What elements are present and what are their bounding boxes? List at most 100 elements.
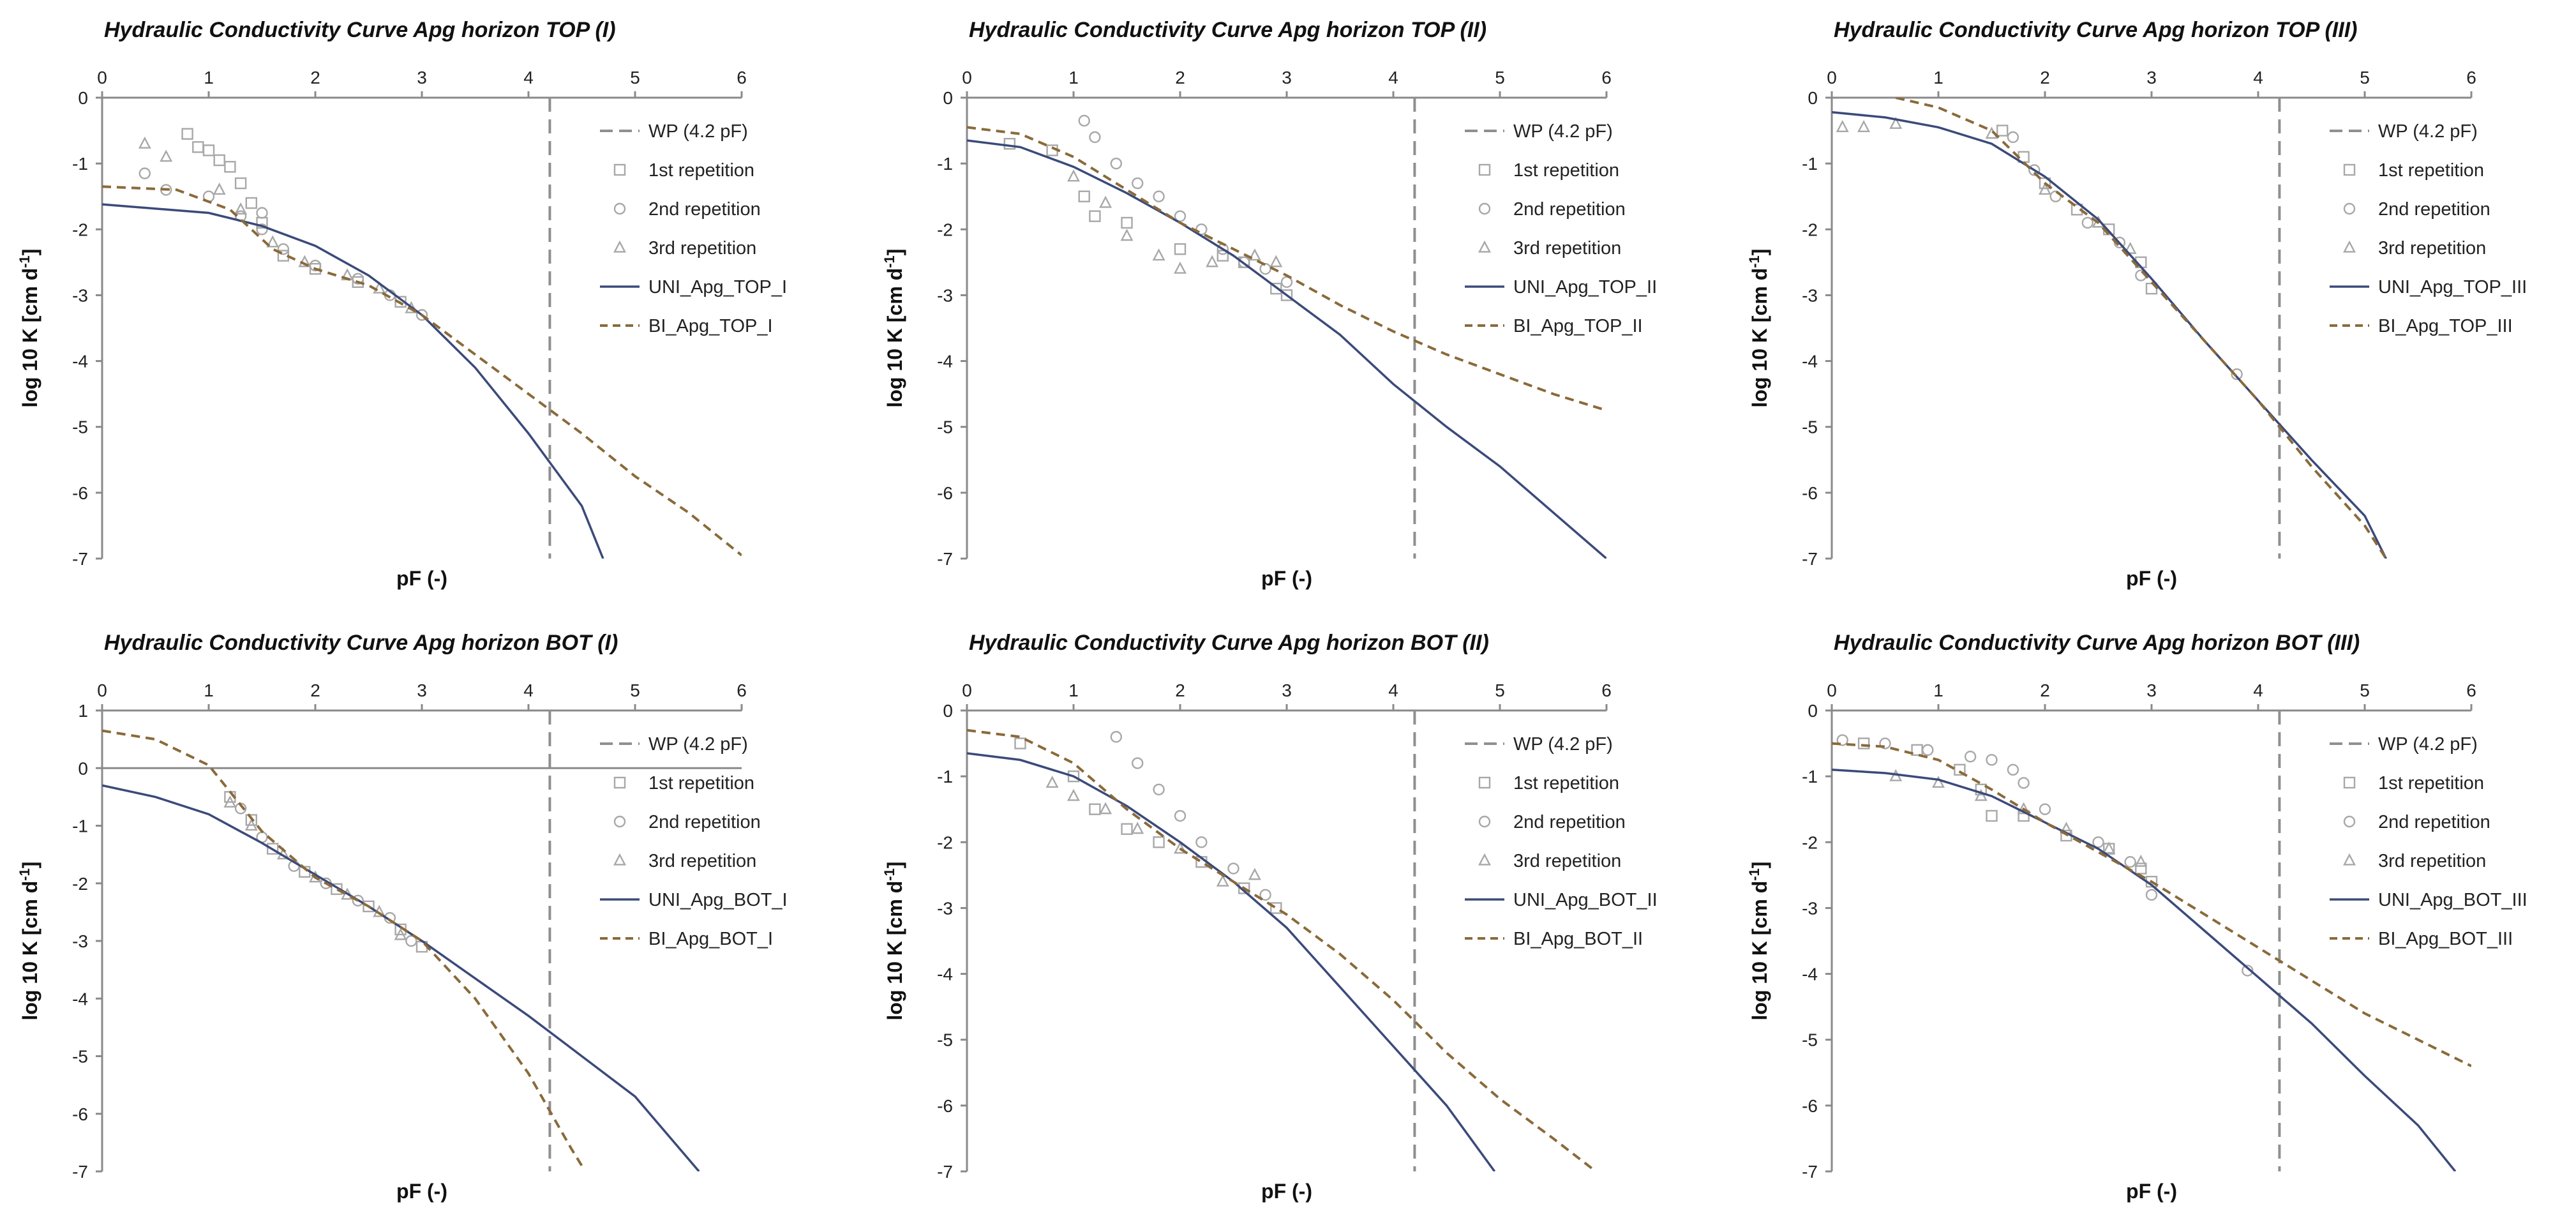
data-point [1836,120,1849,133]
uni-curve [967,139,1606,559]
data-point [245,197,257,209]
data-point [213,183,226,195]
data-point [1174,261,1187,274]
y-tick-label: -1 [937,154,953,174]
data-point [1206,255,1219,267]
y-tick-label: 0 [78,88,88,108]
data-point [352,276,364,288]
legend-label: BI_Apg_BOT_I [648,929,773,949]
chart-panel-bot-3: Hydraulic Conductivity Curve Apg horizon… [1746,631,2527,1203]
y-tick-label: -3 [1802,898,1818,918]
y-tick-label: -5 [937,1030,953,1050]
legend-label: WP (4.2 pF) [1513,121,1613,142]
data-point [1195,223,1208,236]
data-point [352,894,364,907]
data-point [1911,744,1923,756]
x-tick-label: 6 [1601,680,1612,700]
data-point [1121,216,1133,229]
data-point [138,136,151,149]
y-tick-label: -2 [937,832,953,852]
legend-label: 2nd repetition [2378,812,2490,832]
legend-label: UNI_Apg_TOP_I [648,277,787,297]
data-point [1269,255,1283,267]
y-tick-label: -6 [1802,1096,1818,1116]
data-point [2124,856,2136,868]
x-tick-label: 3 [1282,680,1292,700]
x-tick-label: 1 [1068,68,1079,87]
y-tick-label: -5 [72,1047,88,1067]
x-tick-label: 5 [630,680,640,700]
y-tick-label: -5 [72,417,88,437]
x-tick-label: 2 [2040,68,2050,87]
data-point [1089,803,1101,815]
y-tick-label: -2 [72,874,88,894]
data-point [244,818,258,831]
legend: WP (4.2 pF) 1st repetition 2nd repetition 3… [2330,734,2527,949]
data-point [202,144,215,156]
data-point [256,207,268,219]
data-point [1922,744,1934,756]
x-tick-label: 5 [2360,68,2370,87]
bi-curve [1832,742,2471,1067]
data-point [1238,256,1250,269]
data-point [1280,289,1293,301]
data-point [405,935,417,947]
legend-label: 1st repetition [2378,773,2484,793]
y-tick-label: 1 [78,701,88,721]
legend-swatch [1478,240,1491,253]
data-point [2039,177,2051,190]
legend-label: 2nd repetition [648,199,761,220]
x-axis-title: pF (-) [2126,1180,2177,1203]
legend-label: 2nd repetition [1513,199,1626,220]
uni-curve [102,784,700,1171]
legend-label: 3rd repetition [2378,238,2486,259]
y-tick-label: -6 [72,1104,88,1124]
data-point [1045,776,1059,788]
chart-title: Hydraulic Conductivity Curve Apg horizon… [104,631,618,655]
x-tick-label: 0 [1827,680,1837,700]
legend-swatch [2343,163,2356,176]
x-tick-label: 2 [2040,680,2050,700]
data-point [1975,783,1987,795]
legend: WP (4.2 pF) 1st repetition 2nd repetition 3… [600,121,787,336]
data-point [139,167,151,179]
y-tick-label: 0 [943,701,953,721]
data-point [2145,889,2158,901]
x-tick-label: 3 [1282,68,1292,87]
data-point [1003,137,1016,150]
legend-label: 3rd repetition [648,851,756,871]
data-point [1121,823,1133,835]
legend-swatch [613,240,626,253]
x-tick-label: 4 [2253,680,2263,700]
y-axis-title: log 10 K [cm d-1] [1746,249,1771,408]
data-point [1857,737,1870,749]
legend-label: 1st repetition [648,773,754,793]
x-tick-label: 1 [204,68,214,87]
data-point [1152,248,1165,261]
data-point [1067,788,1080,801]
data-point [2135,862,2147,875]
data-point [1964,750,1977,763]
x-tick-label: 0 [1827,68,1837,87]
x-tick-label: 3 [2146,68,2157,87]
y-tick-label: 0 [943,88,953,108]
legend-swatch [2343,853,2356,866]
data-point [2028,164,2041,176]
y-tick-label: -6 [1802,483,1818,503]
x-tick-label: 5 [630,68,640,87]
y-tick-label: -1 [1802,767,1818,786]
y-tick-label: -3 [72,285,88,305]
data-point [2231,368,2243,380]
data-point [1067,770,1080,783]
y-axis-title: log 10 K [cm d-1] [17,862,41,1021]
y-tick-label: 0 [78,758,88,778]
legend-label: UNI_Apg_TOP_III [2378,277,2527,297]
y-tick-label: -3 [937,285,953,305]
data-point [1986,754,1998,766]
x-tick-label: 5 [2360,680,2370,700]
legend: WP (4.2 pF) 1st repetition 2nd repetition 3… [600,734,788,949]
x-tick-label: 0 [97,68,107,87]
data-point [1986,809,1998,822]
data-point [2018,777,2030,789]
